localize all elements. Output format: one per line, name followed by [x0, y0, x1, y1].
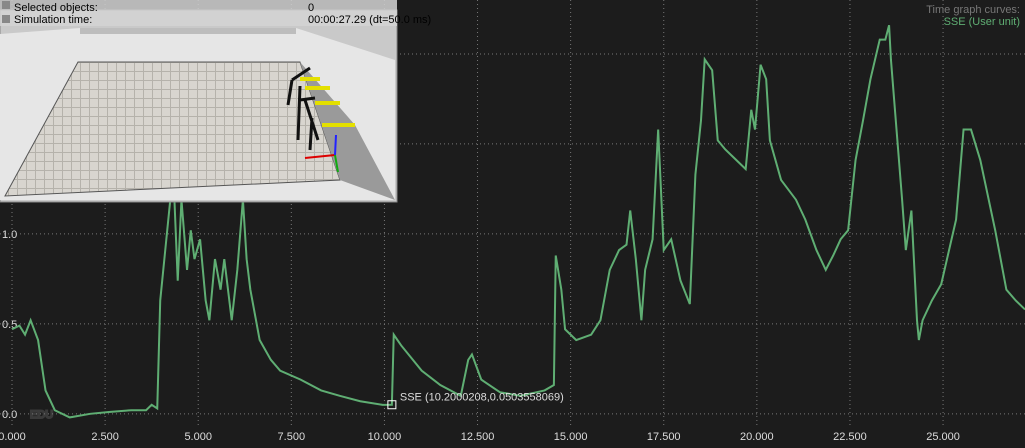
- robot: [286, 66, 320, 151]
- info-bar: [0, 0, 397, 26]
- x-tick-label: 17.500: [647, 431, 681, 443]
- annotation: SSE (10.2000208,0.0503558069): [400, 392, 564, 404]
- x-tick-label: 2.500: [91, 431, 119, 443]
- side-wall: [300, 62, 395, 200]
- axis-y: [334, 154, 339, 173]
- point-marker: [387, 400, 397, 410]
- axis-z: [334, 134, 337, 156]
- scene-view: Selected objects: 0 Simulation time: 00:…: [0, 0, 431, 203]
- line-series: [11, 24, 1025, 419]
- x-tick-label: 5.000: [184, 431, 212, 443]
- wall-top: [80, 28, 296, 34]
- x-tick-label: 22.500: [833, 431, 867, 443]
- toggle[interactable]: [2, 1, 10, 9]
- y-tick-label: 1.0: [2, 229, 17, 241]
- toggle[interactable]: [2, 15, 10, 23]
- info-label: Selected objects:: [14, 2, 98, 14]
- legend-title: Time graph curves:: [926, 4, 1020, 16]
- legend-entry: SSE (User unit): [944, 16, 1020, 28]
- info-value: 0: [308, 2, 314, 14]
- x-tick-label: 15.000: [554, 431, 588, 443]
- y-tick-label: 0.0: [2, 409, 17, 421]
- markers: [300, 77, 355, 127]
- watermark: EDU: [30, 409, 53, 421]
- x-tick-label: 25.000: [926, 431, 960, 443]
- x-tick-label: 10.000: [368, 431, 402, 443]
- x-tick-label: 0.000: [0, 431, 26, 443]
- x-tick-label: 12.500: [461, 431, 495, 443]
- axis-x: [304, 154, 336, 159]
- x-tick-label: 20.000: [740, 431, 774, 443]
- info-label: Simulation time:: [14, 14, 92, 26]
- x-tick-label: 7.500: [278, 431, 306, 443]
- info-value: 00:00:27.29 (dt=50.0 ms): [308, 14, 431, 26]
- y-tick-label: 0.5: [2, 319, 17, 331]
